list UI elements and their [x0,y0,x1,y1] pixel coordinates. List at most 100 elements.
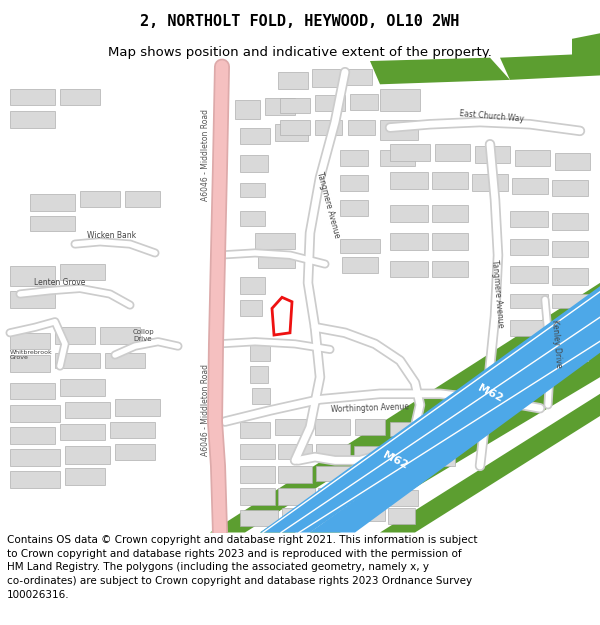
Polygon shape [260,286,600,532]
Polygon shape [240,127,270,144]
Polygon shape [388,508,415,524]
Polygon shape [65,468,105,485]
Text: Collop
Drive: Collop Drive [132,329,154,341]
Polygon shape [278,488,315,505]
Polygon shape [390,172,428,189]
Polygon shape [358,506,385,521]
Polygon shape [60,379,105,396]
Text: Kenley Drive: Kenley Drive [550,319,563,368]
Text: M62: M62 [476,383,504,404]
Polygon shape [370,58,510,84]
Polygon shape [310,344,600,532]
Polygon shape [10,355,50,372]
Polygon shape [255,233,295,249]
Polygon shape [380,394,600,532]
Polygon shape [65,446,110,464]
Polygon shape [310,324,600,532]
Text: A6046 - Middleton Road: A6046 - Middleton Road [200,109,209,201]
Polygon shape [552,180,588,196]
Text: Lenten Grove: Lenten Grove [34,278,86,288]
Polygon shape [432,172,468,189]
Polygon shape [552,241,588,258]
Polygon shape [278,466,312,482]
Polygon shape [80,191,120,208]
Text: Wicken Bank: Wicken Bank [88,231,137,239]
Polygon shape [10,111,55,128]
Polygon shape [10,471,60,488]
Polygon shape [510,266,548,283]
Polygon shape [432,233,468,249]
Polygon shape [340,239,380,253]
Polygon shape [354,446,385,461]
Polygon shape [60,89,100,106]
Polygon shape [555,153,590,170]
Polygon shape [390,205,428,222]
Polygon shape [115,444,155,461]
Polygon shape [10,332,50,349]
Polygon shape [240,444,275,459]
Polygon shape [60,264,105,279]
Polygon shape [355,488,385,505]
Polygon shape [275,419,310,435]
Polygon shape [390,448,420,464]
Polygon shape [100,328,140,344]
Polygon shape [342,258,378,273]
Polygon shape [322,507,355,521]
Text: Map shows position and indicative extent of the property.: Map shows position and indicative extent… [108,46,492,59]
Polygon shape [265,98,295,116]
Polygon shape [500,53,600,80]
Polygon shape [350,94,378,110]
Polygon shape [435,144,470,161]
Text: Tangmere Avenue: Tangmere Avenue [315,171,341,239]
Polygon shape [390,144,430,161]
Polygon shape [552,269,588,285]
Polygon shape [318,488,352,505]
Polygon shape [240,278,265,294]
Polygon shape [572,33,600,61]
Polygon shape [380,120,418,140]
Polygon shape [65,402,110,418]
Polygon shape [354,466,385,481]
Polygon shape [105,352,145,368]
Text: M62: M62 [381,450,409,471]
Polygon shape [240,211,265,226]
Polygon shape [558,344,588,361]
Text: 2, NORTHOLT FOLD, HEYWOOD, OL10 2WH: 2, NORTHOLT FOLD, HEYWOOD, OL10 2WH [140,14,460,29]
Polygon shape [552,213,588,229]
Polygon shape [278,444,312,459]
Polygon shape [510,319,548,336]
Polygon shape [345,69,372,86]
Text: Tangmere Avenue: Tangmere Avenue [490,259,505,328]
Polygon shape [425,424,455,439]
Text: A6046 - Middleton Road: A6046 - Middleton Road [200,364,209,456]
Polygon shape [390,261,428,278]
Polygon shape [250,344,270,361]
Polygon shape [390,491,418,506]
Polygon shape [10,405,60,421]
Polygon shape [380,89,420,111]
Polygon shape [10,89,55,106]
Polygon shape [125,191,160,208]
Polygon shape [110,421,155,438]
Polygon shape [10,266,55,286]
Polygon shape [282,508,318,524]
Polygon shape [390,421,420,436]
Polygon shape [555,322,588,338]
Polygon shape [10,382,55,399]
Polygon shape [275,124,308,141]
Polygon shape [510,211,548,227]
Polygon shape [60,424,105,441]
Polygon shape [240,488,275,505]
Polygon shape [240,466,275,482]
Polygon shape [235,100,260,119]
Polygon shape [552,294,588,308]
Polygon shape [340,150,368,166]
Polygon shape [348,120,375,136]
Polygon shape [475,146,510,163]
Polygon shape [515,150,550,166]
Polygon shape [30,194,75,211]
Polygon shape [240,510,278,526]
Polygon shape [340,175,368,191]
Text: East Church Way: East Church Way [460,109,524,124]
Text: Worthington Avenue: Worthington Avenue [331,402,409,414]
